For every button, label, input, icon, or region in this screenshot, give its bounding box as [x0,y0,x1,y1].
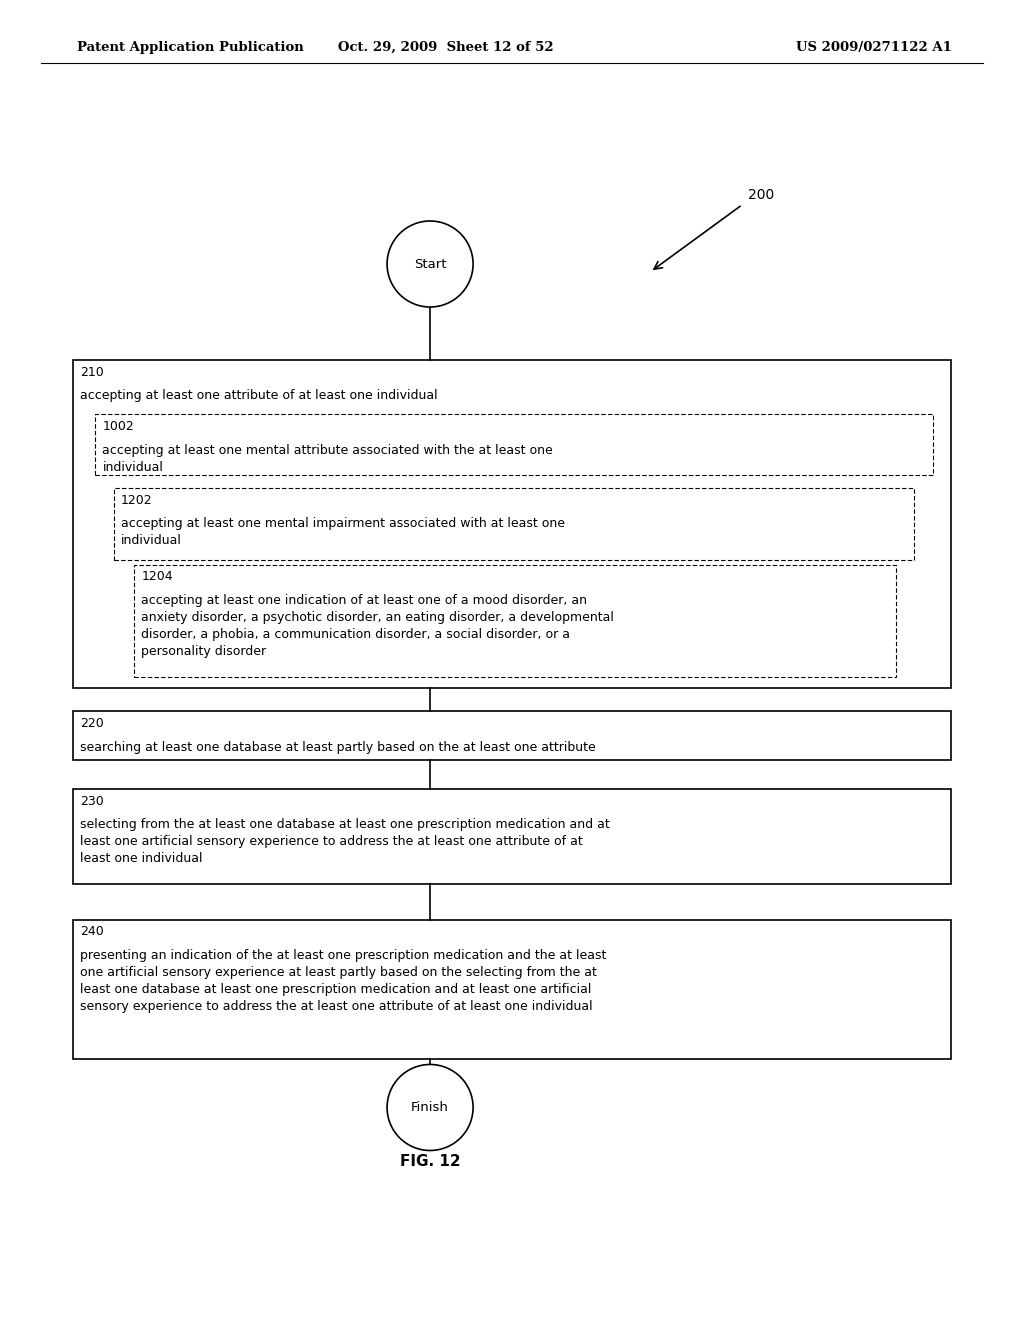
Text: 220: 220 [80,717,103,730]
Bar [114,488,914,560]
Text: presenting an indication of the at least one prescription medication and the at : presenting an indication of the at least… [80,949,606,1012]
Text: 200: 200 [748,189,774,202]
Ellipse shape [387,1064,473,1151]
Ellipse shape [387,220,473,308]
Text: accepting at least one mental impairment associated with at least one
individual: accepting at least one mental impairment… [121,517,565,548]
Text: Start: Start [414,257,446,271]
Text: US 2009/0271122 A1: US 2009/0271122 A1 [797,41,952,54]
Text: 240: 240 [80,925,103,939]
Text: Patent Application Publication: Patent Application Publication [77,41,303,54]
Text: 230: 230 [80,795,103,808]
Text: searching at least one database at least partly based on the at least one attrib: searching at least one database at least… [80,741,596,754]
Text: 1202: 1202 [121,494,153,507]
Text: selecting from the at least one database at least one prescription medication an: selecting from the at least one database… [80,818,609,866]
Text: Finish: Finish [412,1101,449,1114]
Text: accepting at least one mental attribute associated with the at least one
individ: accepting at least one mental attribute … [102,444,553,474]
Bar [95,414,933,475]
Text: 1204: 1204 [141,570,173,583]
Bar [73,789,951,884]
Text: accepting at least one attribute of at least one individual: accepting at least one attribute of at l… [80,389,437,403]
Text: FIG. 12: FIG. 12 [399,1154,461,1170]
Text: accepting at least one indication of at least one of a mood disorder, an
anxiety: accepting at least one indication of at … [141,594,614,657]
Text: 1002: 1002 [102,420,134,433]
Bar [73,360,951,688]
Bar [73,711,951,760]
Text: 210: 210 [80,366,103,379]
Bar [134,565,896,677]
Bar [73,920,951,1059]
Text: Oct. 29, 2009  Sheet 12 of 52: Oct. 29, 2009 Sheet 12 of 52 [338,41,553,54]
